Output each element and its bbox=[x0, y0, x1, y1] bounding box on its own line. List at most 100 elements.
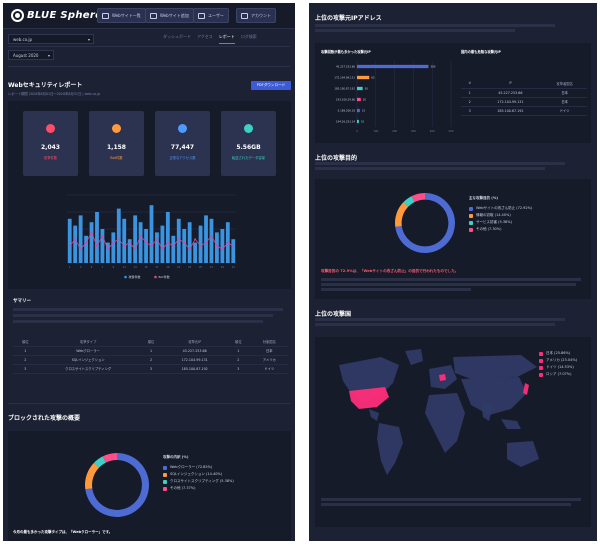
home-icon bbox=[178, 124, 187, 133]
x-tick-label: 7 bbox=[102, 265, 104, 269]
legend-item: Webサイトの改ざん防止 (72.92%) bbox=[469, 206, 532, 211]
tab-access[interactable]: アクセス bbox=[197, 34, 213, 39]
ip-bar bbox=[357, 86, 363, 91]
bar-attacks bbox=[122, 218, 127, 263]
logo-mark-icon bbox=[11, 9, 24, 22]
donut-slice bbox=[102, 453, 117, 463]
point-bots bbox=[96, 245, 98, 247]
point-bots bbox=[134, 248, 137, 251]
x-tick-label: 100 bbox=[373, 129, 378, 133]
attack-countries-title: 上位の攻撃国 bbox=[315, 311, 352, 318]
nav-site-list-button[interactable]: Webサイト一覧 bbox=[97, 8, 146, 23]
x-tick-label: 3 bbox=[80, 265, 82, 269]
south-america-shape bbox=[377, 423, 403, 475]
donut-slice bbox=[94, 456, 106, 468]
tab-dashboard[interactable]: ダッシュボード bbox=[163, 34, 191, 39]
greenland-shape bbox=[405, 349, 423, 365]
nav-add-site-button[interactable]: Webサイト追加 bbox=[145, 8, 194, 23]
legend-item: クロスサイトスクリプティング (5.38%) bbox=[163, 479, 234, 484]
bar-attacks bbox=[182, 229, 187, 263]
point-bots bbox=[161, 248, 164, 251]
point-bots bbox=[188, 248, 191, 251]
x-tick-label: 13 bbox=[134, 265, 138, 269]
usa-shape bbox=[349, 387, 389, 409]
ip-value: 15 bbox=[362, 109, 366, 113]
map-legend-item: ドイツ (14.53%) bbox=[539, 365, 574, 370]
point-bots bbox=[106, 248, 109, 251]
x-tick-label: 500 bbox=[449, 129, 454, 133]
ip-bar bbox=[357, 119, 359, 124]
x-tick-label: 27 bbox=[210, 265, 214, 269]
stat-attacks: 2,043 攻撃件数 bbox=[23, 111, 78, 176]
x-tick-label: 15 bbox=[144, 265, 148, 269]
legend-item: SQLインジェクション (14.40%) bbox=[163, 472, 222, 477]
bar-attacks bbox=[144, 229, 148, 263]
ip-bar bbox=[357, 75, 370, 80]
logo-text: BLUE Sphere bbox=[27, 10, 103, 21]
table-row: 2 172.104.99.131 日本 bbox=[461, 97, 587, 107]
point-bots bbox=[183, 241, 186, 244]
legend-item: その他 (7.30%) bbox=[469, 227, 501, 232]
list-icon bbox=[102, 12, 109, 19]
point-bots bbox=[166, 241, 169, 244]
table-row: 3 185.100.87.192 ドイツ bbox=[461, 106, 587, 116]
ip-label: 172.104.99.131 bbox=[334, 76, 355, 80]
map-legend-item: ロシア (7.07%) bbox=[539, 372, 571, 377]
bar-attacks bbox=[116, 208, 121, 263]
point-bots bbox=[150, 245, 153, 247]
tab-log-search[interactable]: ログ検索 bbox=[240, 34, 257, 39]
domain-select[interactable]: web.co.jp ▾ bbox=[8, 34, 94, 44]
ip-label: 193.106.29.66 bbox=[336, 98, 355, 102]
bar-attacks bbox=[127, 239, 132, 263]
ip-bar bbox=[357, 64, 429, 69]
table-header-row: 順位 攻撃タイプ 順位 攻撃元IP 順位 対象国名 bbox=[13, 337, 288, 347]
month-select[interactable]: August 2020 ▾ bbox=[8, 50, 54, 60]
ip-value: 30 bbox=[365, 87, 369, 91]
table-row: 1 45.227.253.66 日本 bbox=[461, 88, 587, 98]
point-bots bbox=[210, 234, 213, 237]
india-shape bbox=[481, 403, 493, 421]
table-row: 3 クロスサイトスクリプティング 3 185.100.87.192 3 ドイツ bbox=[13, 364, 288, 374]
bar-attacks bbox=[89, 222, 94, 263]
divider bbox=[8, 46, 290, 47]
left-report-panel: BLUE Sphere Webサイト一覧 Webサイト追加 ユーザー アカウント… bbox=[3, 3, 295, 541]
nav-account-button[interactable]: アカウント bbox=[236, 8, 276, 23]
point-bots bbox=[79, 248, 82, 251]
pdf-download-button[interactable]: PDFダウンロード bbox=[251, 81, 291, 90]
x-tick-label: 19 bbox=[166, 265, 170, 269]
bar-attacks bbox=[105, 242, 110, 263]
point-bots bbox=[85, 241, 87, 244]
purpose-highlight: 攻撃目的の 72.9%は、「Webサイトの改ざん防止」の目的で行われたものでした… bbox=[321, 269, 459, 273]
bar-attacks bbox=[155, 232, 159, 263]
legend-item: Webクローラー (72.85%) bbox=[163, 465, 212, 470]
point-bots bbox=[101, 234, 104, 237]
point-bots bbox=[68, 245, 71, 247]
point-bots bbox=[74, 238, 77, 241]
stat-normal-access: 77,447 正常なアクセス数 bbox=[155, 111, 210, 176]
nav-user-button[interactable]: ユーザー bbox=[193, 8, 229, 23]
point-bots bbox=[117, 238, 120, 241]
point-bots bbox=[194, 238, 197, 241]
footer-note: 今月の最も多かった攻撃タイプは、「Webクローラー」です。 bbox=[13, 530, 113, 534]
bar-attacks bbox=[187, 222, 192, 263]
australia-shape bbox=[507, 441, 539, 467]
bar-attacks bbox=[204, 215, 208, 263]
legend-label: 攻撃件数 bbox=[129, 274, 141, 279]
bar-attacks bbox=[100, 229, 105, 263]
add-site-icon bbox=[150, 12, 157, 19]
africa-shape bbox=[425, 393, 465, 453]
ip-label: 194.26.29.114 bbox=[336, 120, 355, 124]
world-map bbox=[339, 349, 539, 475]
x-tick-label: 1 bbox=[69, 265, 71, 269]
legend-label: Bot件数 bbox=[159, 274, 170, 279]
x-tick-label: 5 bbox=[91, 265, 93, 269]
tab-report[interactable]: レポート bbox=[218, 34, 235, 44]
point-bots bbox=[139, 234, 142, 237]
bar-attacks bbox=[78, 215, 83, 263]
logo[interactable]: BLUE Sphere bbox=[11, 9, 102, 22]
bar-attacks bbox=[198, 225, 203, 263]
bar-attacks bbox=[160, 225, 165, 263]
x-tick-label: 31 bbox=[232, 265, 236, 269]
x-tick-label: 23 bbox=[188, 265, 192, 269]
chevron-down-icon: ▾ bbox=[87, 37, 90, 42]
